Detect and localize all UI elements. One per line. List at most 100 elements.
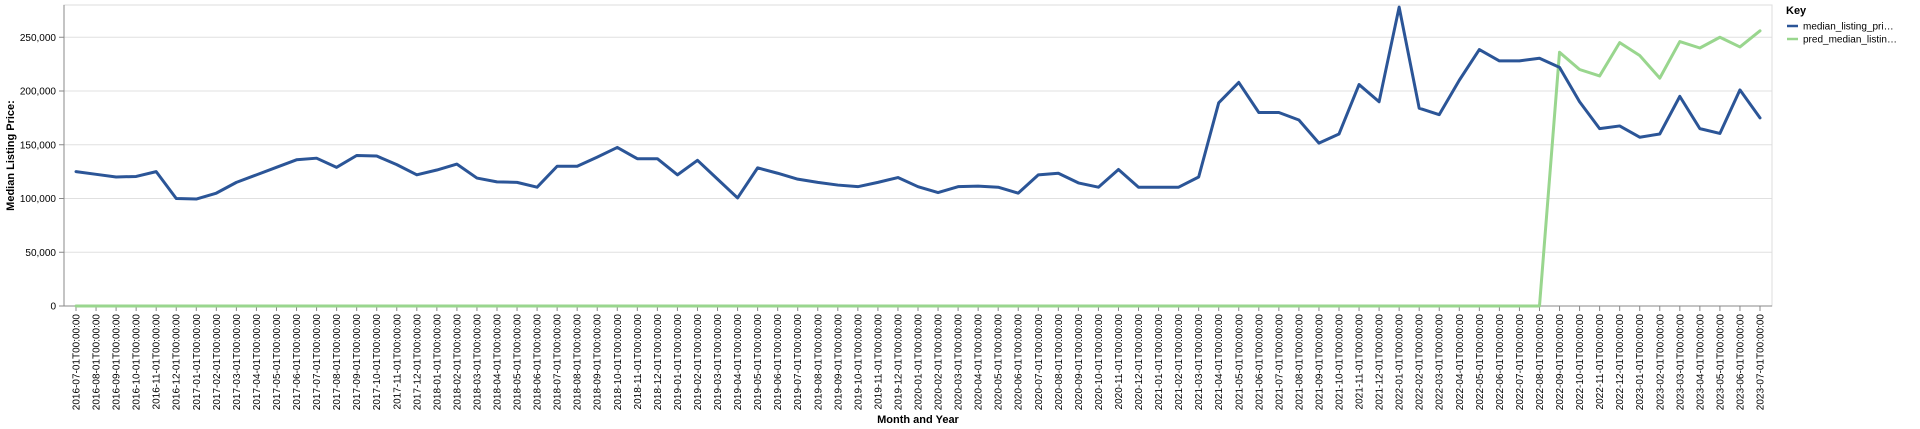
x-tick-label: 2021-11-01T00:00:00 <box>1355 314 1366 410</box>
x-tick-label: 2020-08-01T00:00:00 <box>1054 314 1065 411</box>
x-tick-label: 2021-02-01T00:00:00 <box>1174 314 1185 411</box>
x-tick-label: 2023-01-01T00:00:00 <box>1635 314 1646 411</box>
x-tick-label: 2017-03-01T00:00:00 <box>232 314 243 411</box>
x-tick-label: 2022-08-01T00:00:00 <box>1535 314 1546 411</box>
x-tick-label: 2020-05-01T00:00:00 <box>994 314 1005 411</box>
x-tick-label: 2020-11-01T00:00:00 <box>1114 314 1125 410</box>
x-tick-label: 2017-12-01T00:00:00 <box>412 314 423 411</box>
legend: Key median_listing_pri… pred_median_listi… <box>1786 5 1897 46</box>
x-tick-label: 2021-07-01T00:00:00 <box>1274 314 1285 411</box>
legend-title: Key <box>1786 5 1807 17</box>
x-tick-label: 2019-07-01T00:00:00 <box>793 314 804 411</box>
x-tick-label: 2016-10-01T00:00:00 <box>132 314 143 411</box>
x-tick-label: 2016-09-01T00:00:00 <box>112 314 123 411</box>
y-tick-label: 150,000 <box>20 140 57 151</box>
x-tick-label: 2021-05-01T00:00:00 <box>1234 314 1245 411</box>
x-tick-label: 2020-02-01T00:00:00 <box>934 314 945 411</box>
x-tick-label: 2017-07-01T00:00:00 <box>312 314 323 411</box>
x-tick-label: 2022-11-01T00:00:00 <box>1595 314 1606 410</box>
x-tick-label: 2022-10-01T00:00:00 <box>1575 314 1586 411</box>
x-tick-label: 2022-02-01T00:00:00 <box>1415 314 1426 411</box>
grid <box>64 37 1772 306</box>
axes: 0 50,000 100,000 150,000 200,000 250,000 2016-… <box>20 5 1772 410</box>
x-tick-label: 2021-09-01T00:00:00 <box>1314 314 1325 411</box>
x-tick-label: 2017-02-01T00:00:00 <box>212 314 223 411</box>
x-tick-label: 2020-06-01T00:00:00 <box>1014 314 1025 411</box>
y-tick-label: 0 <box>50 302 56 313</box>
x-tick-label: 2020-03-01T00:00:00 <box>954 314 965 411</box>
x-tick-label: 2018-01-01T00:00:00 <box>432 314 443 411</box>
x-tick-label: 2016-08-01T00:00:00 <box>92 314 103 411</box>
series <box>76 7 1760 306</box>
x-tick-label: 2018-10-01T00:00:00 <box>613 314 624 411</box>
x-axis-title: Month and Year <box>877 414 959 426</box>
x-tick-label: 2017-01-01T00:00:00 <box>192 314 203 411</box>
x-tick-label: 2022-03-01T00:00:00 <box>1435 314 1446 411</box>
x-tick-label: 2019-02-01T00:00:00 <box>693 314 704 411</box>
x-tick-label: 2021-04-01T00:00:00 <box>1214 314 1225 411</box>
x-tick-label: 2019-10-01T00:00:00 <box>853 314 864 411</box>
x-tick-label: 2019-08-01T00:00:00 <box>813 314 824 411</box>
y-tick-label: 50,000 <box>25 248 56 259</box>
x-tick-label: 2017-04-01T00:00:00 <box>252 314 263 411</box>
x-tick-label: 2023-03-01T00:00:00 <box>1675 314 1686 411</box>
y-tick-label: 100,000 <box>20 194 57 205</box>
x-tick-label: 2018-05-01T00:00:00 <box>513 314 524 411</box>
x-tick-label: 2019-12-01T00:00:00 <box>893 314 904 411</box>
x-tick-label: 2019-01-01T00:00:00 <box>673 314 684 411</box>
x-tick-label: 2020-10-01T00:00:00 <box>1094 314 1105 411</box>
x-tick-label: 2019-04-01T00:00:00 <box>733 314 744 411</box>
x-tick-label: 2019-05-01T00:00:00 <box>753 314 764 411</box>
x-tick-label: 2019-03-01T00:00:00 <box>713 314 724 411</box>
x-tick-label: 2018-12-01T00:00:00 <box>653 314 664 411</box>
x-tick-label: 2022-04-01T00:00:00 <box>1455 314 1466 411</box>
x-tick-label: 2016-12-01T00:00:00 <box>172 314 183 411</box>
x-tick-label: 2018-06-01T00:00:00 <box>533 314 544 411</box>
x-tick-label: 2022-05-01T00:00:00 <box>1475 314 1486 411</box>
x-tick-label: 2021-08-01T00:00:00 <box>1294 314 1305 411</box>
series-line-1 <box>76 7 1760 199</box>
x-tick-label: 2021-06-01T00:00:00 <box>1254 314 1265 411</box>
x-tick-label: 2017-05-01T00:00:00 <box>272 314 283 411</box>
x-tick-label: 2020-12-01T00:00:00 <box>1134 314 1145 411</box>
x-tick-label: 2023-07-01T00:00:00 <box>1756 314 1767 411</box>
x-tick-label: 2017-11-01T00:00:00 <box>392 314 403 410</box>
x-tick-label: 2023-04-01T00:00:00 <box>1695 314 1706 411</box>
x-tick-label: 2019-11-01T00:00:00 <box>873 314 884 410</box>
x-tick-label: 2017-06-01T00:00:00 <box>292 314 303 411</box>
y-axis-title: Median Listing Price: <box>5 100 17 211</box>
y-tick-label: 200,000 <box>20 87 57 98</box>
x-tick-label: 2016-07-01T00:00:00 <box>72 314 83 411</box>
x-tick-label: 2020-04-01T00:00:00 <box>974 314 985 411</box>
x-tick-label: 2018-09-01T00:00:00 <box>593 314 604 411</box>
x-tick-label: 2022-09-01T00:00:00 <box>1555 314 1566 411</box>
x-tick-label: 2018-07-01T00:00:00 <box>553 314 564 411</box>
x-tick-label: 2020-07-01T00:00:00 <box>1034 314 1045 411</box>
x-tick-label: 2018-08-01T00:00:00 <box>573 314 584 411</box>
y-tick-label: 250,000 <box>20 33 57 44</box>
x-tick-label: 2017-08-01T00:00:00 <box>332 314 343 411</box>
x-tick-label: 2023-06-01T00:00:00 <box>1735 314 1746 411</box>
x-tick-label: 2020-01-01T00:00:00 <box>914 314 925 411</box>
x-tick-label: 2021-10-01T00:00:00 <box>1335 314 1346 411</box>
x-tick-label: 2018-11-01T00:00:00 <box>633 314 644 410</box>
x-tick-label: 2018-03-01T00:00:00 <box>472 314 483 411</box>
x-tick-label: 2016-11-01T00:00:00 <box>152 314 163 410</box>
x-tick-label: 2023-05-01T00:00:00 <box>1715 314 1726 411</box>
plot-frame <box>64 5 1772 306</box>
x-tick-label: 2023-02-01T00:00:00 <box>1655 314 1666 411</box>
x-tick-label: 2019-06-01T00:00:00 <box>773 314 784 411</box>
x-tick-label: 2022-01-01T00:00:00 <box>1395 314 1406 411</box>
x-tick-label: 2021-03-01T00:00:00 <box>1194 314 1205 411</box>
x-tick-label: 2022-06-01T00:00:00 <box>1495 314 1506 411</box>
x-tick-label: 2019-09-01T00:00:00 <box>833 314 844 411</box>
x-tick-label: 2020-09-01T00:00:00 <box>1074 314 1085 411</box>
x-tick-label: 2022-07-01T00:00:00 <box>1515 314 1526 411</box>
legend-label: pred_median_listin… <box>1803 35 1897 46</box>
legend-label: median_listing_pri… <box>1803 22 1894 33</box>
x-tick-label: 2022-12-01T00:00:00 <box>1615 314 1626 411</box>
x-tick-label: 2021-01-01T00:00:00 <box>1154 314 1165 411</box>
x-tick-label: 2017-09-01T00:00:00 <box>352 314 363 411</box>
